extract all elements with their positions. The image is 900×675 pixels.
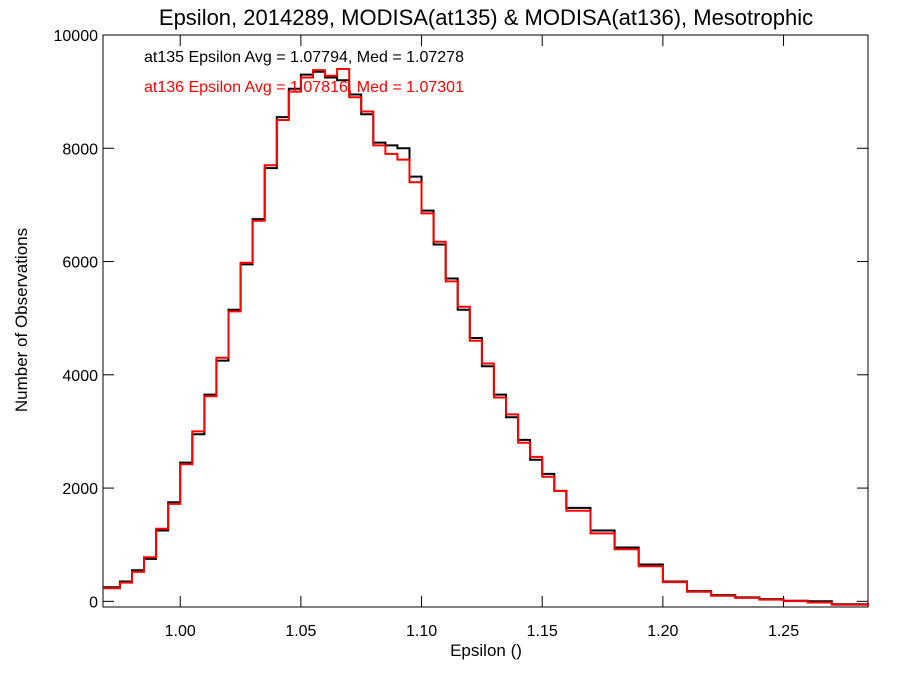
- annotation-at135: at135 Epsilon Avg = 1.07794, Med = 1.072…: [144, 49, 464, 66]
- chart-title: Epsilon, 2014289, MODISA(at135) & MODISA…: [159, 5, 813, 30]
- x-tick-label: 1.25: [768, 623, 799, 640]
- y-tick-label: 2000: [62, 481, 98, 498]
- annotation-at136: at136 Epsilon Avg = 1.07816, Med = 1.073…: [144, 79, 464, 96]
- x-tick-label: 1.10: [406, 623, 437, 640]
- series-line-1: [103, 68, 869, 607]
- plot-frame: [102, 34, 869, 608]
- x-tick-label: 1.15: [527, 623, 558, 640]
- x-tick-label: 1.05: [285, 623, 316, 640]
- x-tick-label: 1.20: [647, 623, 678, 640]
- y-tick-label: 0: [89, 594, 98, 611]
- y-tick-label: 6000: [62, 255, 98, 272]
- y-tick-label: 10000: [54, 28, 99, 45]
- y-axis-label: Number of Observations: [12, 228, 31, 412]
- series-line-0: [103, 70, 869, 606]
- x-axis-label: Epsilon (): [450, 641, 522, 660]
- y-tick-label: 4000: [62, 368, 98, 385]
- x-tick-label: 1.00: [165, 623, 196, 640]
- y-tick-label: 8000: [62, 141, 98, 158]
- series-group: [103, 68, 869, 607]
- y-axis: 0 2000 4000 6000 8000 10000: [54, 28, 868, 611]
- x-axis: 1.00 1.05 1.10 1.15 1.20 1.25: [165, 35, 799, 640]
